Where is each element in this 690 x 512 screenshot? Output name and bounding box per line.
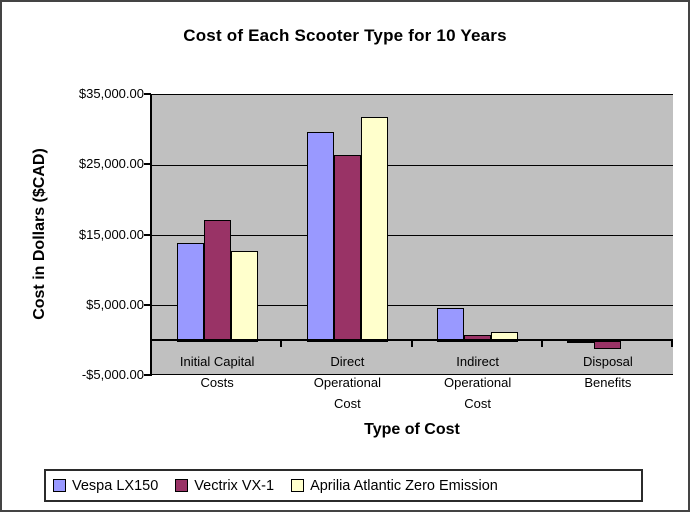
bar	[360, 116, 388, 342]
gridline	[152, 305, 673, 307]
legend-item: Vectrix VX-1	[175, 478, 274, 494]
legend-swatch-icon	[175, 479, 189, 492]
legend-swatch-icon	[291, 479, 305, 492]
x-axis-tick	[671, 340, 673, 347]
y-axis-tick-label: $15,000.00	[78, 226, 144, 242]
category-label: Initial Capital Costs	[179, 353, 255, 390]
x-axis-line	[152, 338, 673, 341]
y-axis-tick	[144, 374, 151, 376]
legend-item: Aprilia Atlantic Zero Emission	[291, 478, 498, 494]
bar	[464, 335, 492, 342]
bar	[230, 250, 258, 342]
gridline	[152, 164, 673, 166]
bar	[491, 332, 519, 342]
legend-item: Vespa LX150	[53, 478, 158, 494]
y-axis-tick	[144, 303, 151, 306]
y-axis-tick	[144, 233, 151, 236]
bar	[306, 132, 334, 342]
legend-label: Aprilia Atlantic Zero Emission	[310, 477, 498, 494]
legend: Vespa LX150 Vectrix VX-1 Aprilia Atlantic …	[44, 469, 643, 502]
y-axis-tick-label: $35,000.00	[78, 86, 144, 101]
x-axis-title: Type of Cost	[364, 421, 460, 438]
bar	[333, 154, 361, 342]
legend-label: Vespa LX150	[72, 477, 159, 494]
chart-title: Cost of Each Scooter Type for 10 Years	[183, 26, 507, 45]
y-axis-tick	[144, 93, 151, 95]
bar	[567, 340, 595, 344]
x-axis-tick	[280, 340, 283, 347]
legend-swatch-icon	[53, 479, 66, 492]
y-axis-tick-label: $5,000.00	[86, 296, 144, 312]
bar	[203, 220, 231, 342]
legend-label: Vectrix VX-1	[194, 477, 275, 494]
category-label: Direct Operational Cost	[313, 353, 381, 411]
y-axis-tick-label: -$5,000.00	[81, 367, 144, 382]
category-label: Indirect Operational Cost	[444, 353, 512, 411]
x-axis-tick	[540, 340, 543, 347]
gridline	[152, 235, 673, 236]
y-axis-tick-label: $25,000.00	[78, 156, 144, 172]
plot-area	[152, 94, 673, 375]
x-axis-tick	[410, 340, 413, 347]
y-axis-tick	[144, 163, 151, 166]
bar	[176, 242, 204, 342]
bar	[437, 307, 465, 342]
bar	[594, 340, 622, 349]
category-label: Disposal Benefits	[582, 353, 633, 390]
y-axis-line	[150, 94, 152, 376]
